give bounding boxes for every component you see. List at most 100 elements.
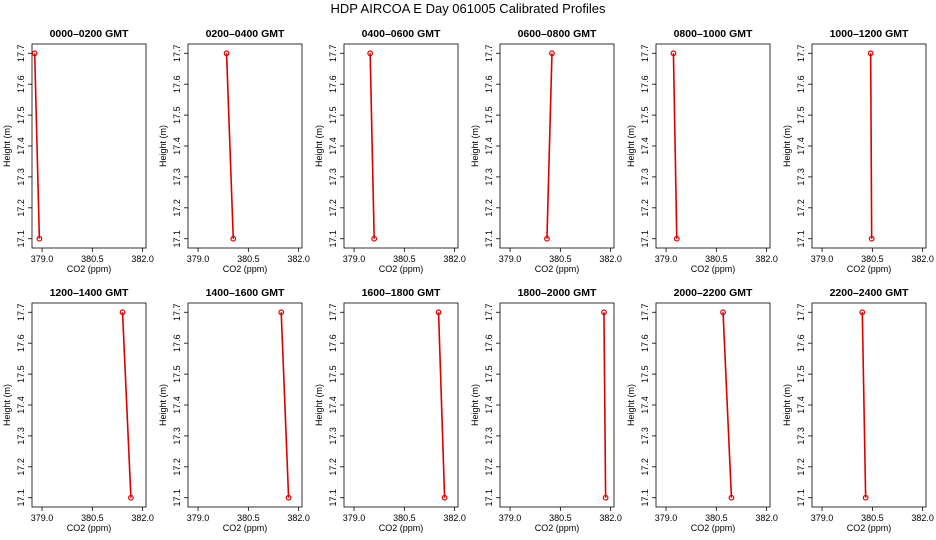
profile-line	[546, 53, 553, 239]
data-point	[36, 235, 43, 242]
y-tick-label: 17.7	[484, 45, 494, 63]
y-tick-label: 17.3	[484, 427, 494, 445]
x-tick-label: 382.0	[287, 513, 310, 523]
y-tick-label: 17.1	[484, 489, 494, 507]
profile-line	[722, 312, 733, 498]
panel-title: 1400–1600 GMT	[206, 287, 285, 299]
panel-title: 1600–1800 GMT	[362, 287, 441, 299]
y-tick-label: 17.6	[16, 75, 26, 93]
profile-line	[437, 312, 446, 498]
x-tick-label: 380.5	[705, 254, 728, 264]
y-tick-label: 17.5	[484, 365, 494, 383]
x-axis-label: CO2 (ppm)	[379, 523, 424, 533]
x-tick-label: 380.5	[237, 513, 260, 523]
y-tick-label: 17.5	[796, 365, 806, 383]
data-point	[435, 309, 442, 316]
y-tick-label: 17.1	[640, 489, 650, 507]
data-point	[859, 309, 866, 316]
data-point	[285, 494, 292, 501]
x-tick-label: 380.5	[861, 254, 884, 264]
x-tick-label: 380.5	[861, 513, 884, 523]
x-tick-label: 379.0	[31, 513, 54, 523]
data-point	[728, 494, 735, 501]
panel-title: 2000–2200 GMT	[674, 287, 753, 299]
y-tick-label: 17.1	[328, 489, 338, 507]
y-tick-label: 17.7	[640, 304, 650, 322]
x-tick-label: 382.0	[755, 513, 778, 523]
y-tick-label: 17.7	[796, 304, 806, 322]
y-tick-label: 17.2	[484, 199, 494, 217]
x-tick-label: 380.5	[81, 254, 104, 264]
x-tick-label: 382.0	[599, 254, 622, 264]
y-tick-label: 17.5	[796, 106, 806, 124]
data-point	[278, 309, 285, 316]
plot-frame	[811, 43, 927, 249]
y-tick-label: 17.6	[328, 334, 338, 352]
y-tick-label: 17.1	[640, 230, 650, 248]
x-axis-label: CO2 (ppm)	[847, 264, 892, 274]
x-tick-label: 379.0	[655, 254, 678, 264]
x-tick-label: 379.0	[187, 513, 210, 523]
y-tick-label: 17.7	[640, 45, 650, 63]
y-tick-label: 17.4	[796, 396, 806, 414]
y-axis-label: Height (m)	[158, 125, 168, 167]
panel-title: 0600–0800 GMT	[518, 28, 597, 40]
y-tick-label: 17.4	[328, 396, 338, 414]
y-axis-label: Height (m)	[470, 125, 480, 167]
panel-title: 0800–1000 GMT	[674, 28, 753, 40]
y-tick-label: 17.5	[484, 106, 494, 124]
x-tick-label: 380.5	[81, 513, 104, 523]
plot-frame	[499, 302, 615, 508]
x-axis-label: CO2 (ppm)	[691, 523, 736, 533]
y-tick-label: 17.2	[328, 458, 338, 476]
y-tick-label: 17.4	[172, 396, 182, 414]
y-tick-label: 17.3	[328, 168, 338, 186]
x-tick-label: 380.5	[549, 513, 572, 523]
data-point	[670, 50, 677, 57]
y-axis-label: Height (m)	[314, 125, 324, 167]
y-tick-label: 17.3	[172, 427, 182, 445]
panel-9: 1600–1800 GMT 379.0 380.5 382.0 17.1 17.2 17.3…	[314, 287, 466, 533]
x-tick-label: 379.0	[499, 513, 522, 523]
panel-8: 1400–1600 GMT 379.0 380.5 382.0 17.1 17.2 17.3…	[158, 287, 310, 533]
y-tick-label: 17.7	[796, 45, 806, 63]
figure-title: HDP AIRCOA E Day 061005 Calibrated Profi…	[330, 1, 606, 16]
y-tick-label: 17.2	[172, 199, 182, 217]
y-tick-label: 17.7	[484, 304, 494, 322]
y-tick-label: 17.3	[640, 427, 650, 445]
panel-3: 0400–0600 GMT 379.0 380.5 382.0 17.1 17.2 17.3…	[314, 28, 466, 274]
y-tick-label: 17.6	[484, 75, 494, 93]
plot-frame	[31, 43, 147, 249]
x-tick-label: 382.0	[443, 513, 466, 523]
data-point	[371, 235, 378, 242]
y-tick-label: 17.5	[640, 106, 650, 124]
y-tick-label: 17.2	[796, 199, 806, 217]
data-point	[868, 235, 875, 242]
x-axis-label: CO2 (ppm)	[379, 264, 424, 274]
y-axis-label: Height (m)	[782, 125, 792, 167]
data-point	[720, 309, 726, 316]
y-tick-label: 17.4	[484, 137, 494, 155]
profile-line	[280, 312, 290, 498]
y-tick-label: 17.2	[328, 199, 338, 217]
plot-frame	[187, 43, 303, 249]
panel-10: 1800–2000 GMT 379.0 380.5 382.0 17.1 17.2 17.3…	[470, 287, 622, 533]
panel-title: 2200–2400 GMT	[830, 287, 909, 299]
profile-line	[869, 53, 873, 239]
profile-line	[369, 53, 375, 239]
x-axis-label: CO2 (ppm)	[847, 523, 892, 533]
panel-title: 1200–1400 GMT	[50, 287, 129, 299]
x-tick-label: 380.5	[393, 513, 416, 523]
plot-frame	[499, 43, 615, 249]
x-tick-label: 380.5	[705, 513, 728, 523]
y-axis-label: Height (m)	[626, 384, 636, 426]
y-tick-label: 17.6	[172, 75, 182, 93]
data-point	[601, 309, 607, 316]
x-tick-label: 382.0	[443, 254, 466, 264]
panel-1: 0000–0200 GMT 379.0 380.5 382.0 17.1 17.2 17.3…	[2, 28, 154, 274]
y-tick-label: 17.2	[16, 199, 26, 217]
panel-7: 1200–1400 GMT 379.0 380.5 382.0 17.1 17.2 17.3…	[2, 287, 154, 533]
y-tick-label: 17.3	[796, 427, 806, 445]
x-tick-label: 382.0	[287, 254, 310, 264]
